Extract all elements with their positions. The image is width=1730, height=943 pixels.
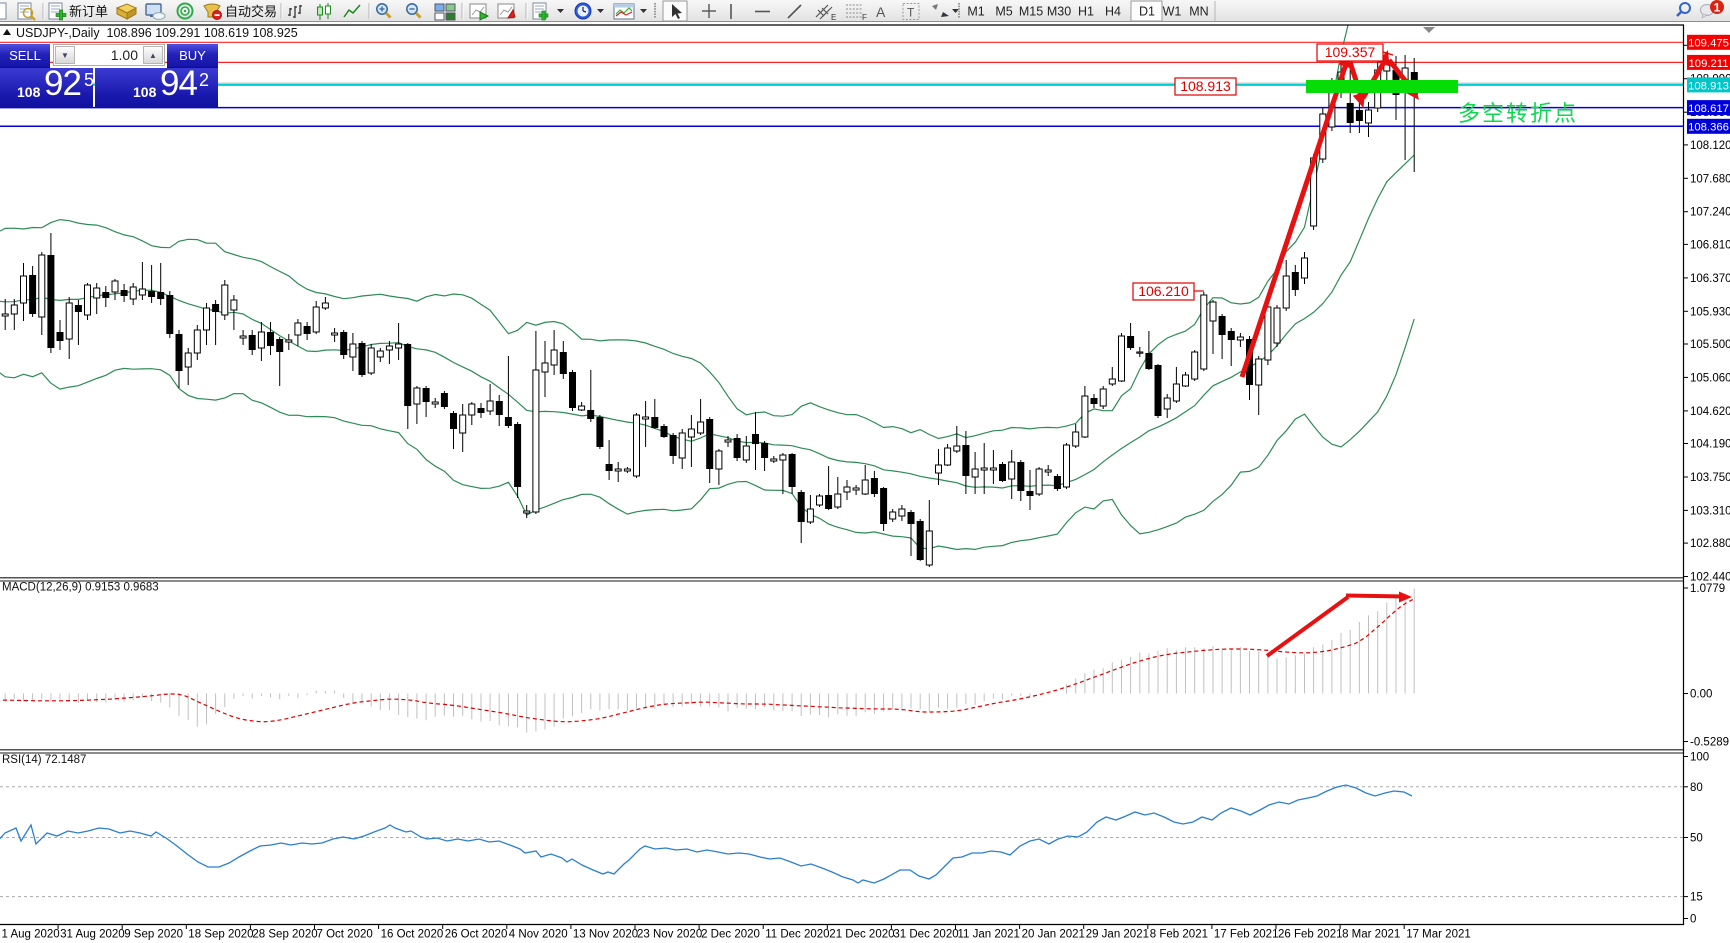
- svg-text:31 Dec 2020: 31 Dec 2020: [893, 929, 958, 941]
- svg-text:107.240: 107.240: [1690, 207, 1730, 219]
- svg-text:50: 50: [1690, 833, 1703, 845]
- svg-text:103.310: 103.310: [1690, 505, 1730, 517]
- svg-text:-0.5289: -0.5289: [1690, 737, 1729, 749]
- svg-text:11 Dec 2020: 11 Dec 2020: [765, 929, 829, 941]
- svg-text:9 Sep 2020: 9 Sep 2020: [124, 929, 183, 941]
- svg-text:106.810: 106.810: [1690, 239, 1730, 251]
- svg-text:29 Jan 2021: 29 Jan 2021: [1086, 929, 1149, 941]
- svg-text:4 Nov 2020: 4 Nov 2020: [509, 929, 568, 941]
- svg-text:109.357: 109.357: [1325, 44, 1376, 60]
- svg-text:107.680: 107.680: [1690, 173, 1730, 185]
- svg-text:8 Feb 2021: 8 Feb 2021: [1150, 929, 1208, 941]
- svg-text:2 Dec 2020: 2 Dec 2020: [701, 929, 760, 941]
- svg-text:1.0779: 1.0779: [1690, 583, 1725, 595]
- svg-text:17 Mar 2021: 17 Mar 2021: [1406, 929, 1471, 941]
- svg-text:108.617: 108.617: [1688, 103, 1729, 115]
- svg-text:106.370: 106.370: [1690, 273, 1730, 285]
- svg-text:104.620: 104.620: [1690, 406, 1730, 418]
- svg-text:105.500: 105.500: [1690, 339, 1730, 351]
- svg-text:17 Feb 2021: 17 Feb 2021: [1214, 929, 1279, 941]
- svg-text:108.913: 108.913: [1180, 78, 1231, 94]
- svg-text:100: 100: [1690, 752, 1709, 764]
- svg-text:0.00: 0.00: [1690, 689, 1712, 701]
- svg-text:0: 0: [1690, 914, 1696, 926]
- svg-text:自动交易: 自动交易: [225, 4, 277, 19]
- svg-text:28 Sep 2020: 28 Sep 2020: [252, 929, 317, 941]
- svg-text:20 Jan 2021: 20 Jan 2021: [1022, 929, 1085, 941]
- svg-text:7 Oct 2020: 7 Oct 2020: [317, 929, 373, 941]
- svg-text:W1: W1: [1163, 5, 1182, 19]
- svg-text:USDJPY-,Daily 108.896 109.291: USDJPY-,Daily 108.896 109.291 108.619 10…: [16, 26, 298, 40]
- svg-text:MACD(12,26,9) 0.9153 0.9683: MACD(12,26,9) 0.9153 0.9683: [2, 582, 159, 594]
- svg-text:102.880: 102.880: [1690, 538, 1730, 550]
- svg-text:M5: M5: [995, 5, 1012, 19]
- svg-text:15: 15: [1690, 892, 1703, 904]
- svg-text:16 Oct 2020: 16 Oct 2020: [381, 929, 444, 941]
- svg-text:26 Feb 2021: 26 Feb 2021: [1278, 929, 1343, 941]
- svg-text:H4: H4: [1105, 5, 1121, 19]
- svg-text:109.475: 109.475: [1688, 38, 1729, 50]
- svg-text:26 Oct 2020: 26 Oct 2020: [445, 929, 508, 941]
- svg-text:1: 1: [1714, 1, 1721, 15]
- svg-text:11 Jan 2021: 11 Jan 2021: [958, 929, 1020, 941]
- svg-text:108.913: 108.913: [1688, 80, 1729, 92]
- svg-text:F: F: [862, 13, 867, 22]
- svg-text:109.211: 109.211: [1689, 58, 1729, 70]
- svg-text:18 Sep 2020: 18 Sep 2020: [188, 929, 253, 941]
- svg-text:13 Nov 2020: 13 Nov 2020: [573, 929, 638, 941]
- svg-text:多空转折点: 多空转折点: [1458, 101, 1578, 126]
- svg-text:103.750: 103.750: [1690, 472, 1730, 484]
- svg-text:D1: D1: [1139, 5, 1155, 19]
- svg-text:M1: M1: [967, 5, 984, 19]
- svg-text:T: T: [907, 6, 915, 20]
- svg-text:MN: MN: [1189, 5, 1208, 19]
- svg-text:23 Nov 2020: 23 Nov 2020: [637, 929, 702, 941]
- svg-text:105.930: 105.930: [1690, 306, 1730, 318]
- svg-text:M30: M30: [1047, 5, 1071, 19]
- svg-text:新订单: 新订单: [69, 4, 108, 19]
- svg-text:H1: H1: [1078, 5, 1094, 19]
- svg-text:108.366: 108.366: [1688, 122, 1729, 134]
- svg-text:RSI(14) 72.1487: RSI(14) 72.1487: [2, 754, 86, 766]
- svg-text:108.120: 108.120: [1690, 140, 1730, 152]
- svg-text:105.060: 105.060: [1690, 372, 1730, 384]
- svg-text:102.440: 102.440: [1690, 572, 1730, 584]
- svg-text:1 Aug 2020: 1 Aug 2020: [2, 929, 60, 941]
- svg-text:21 Dec 2020: 21 Dec 2020: [829, 929, 894, 941]
- svg-text:M15: M15: [1019, 5, 1043, 19]
- svg-text:104.190: 104.190: [1690, 439, 1730, 451]
- svg-text:80: 80: [1690, 782, 1703, 794]
- svg-text:E: E: [831, 13, 836, 22]
- svg-text:106.210: 106.210: [1138, 283, 1189, 299]
- svg-text:31 Aug 2020: 31 Aug 2020: [60, 929, 125, 941]
- svg-text:A: A: [876, 4, 886, 20]
- svg-text:8 Mar 2021: 8 Mar 2021: [1342, 929, 1400, 941]
